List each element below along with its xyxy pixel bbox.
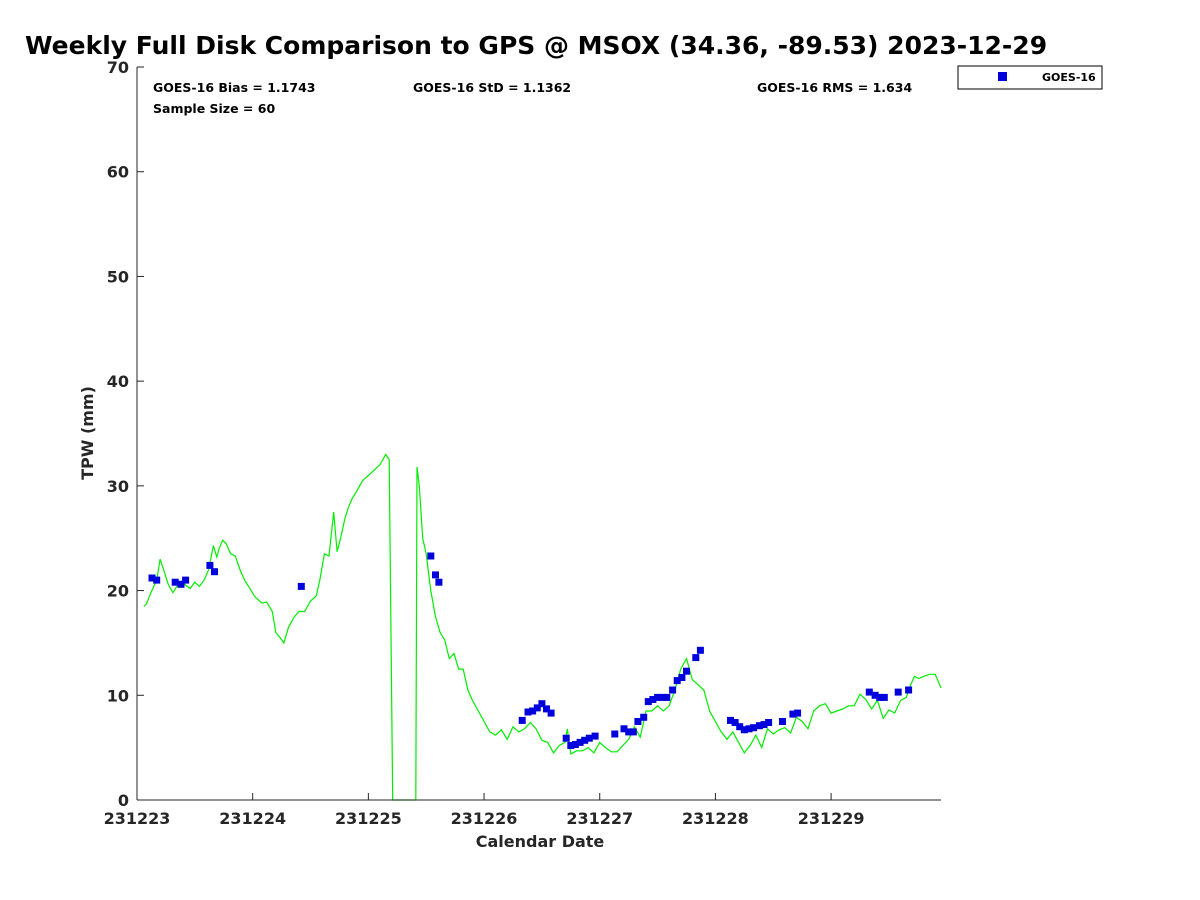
- y-axis: 0 10 20 30 40 50 60 70: [107, 58, 144, 810]
- y-tick-label: 20: [107, 582, 129, 601]
- goes-16-point: [171, 578, 179, 586]
- goes-16-point: [663, 693, 671, 701]
- goes-16-point: [177, 580, 185, 588]
- y-tick-label: 40: [107, 372, 129, 391]
- goes-16-point: [518, 716, 526, 724]
- chart-title: Weekly Full Disk Comparison to GPS @ MSO…: [25, 31, 1047, 60]
- goes-16-point: [789, 710, 797, 718]
- goes-16-point: [760, 721, 768, 729]
- goes-16-point: [876, 693, 884, 701]
- x-tick-label: 231225: [335, 809, 402, 828]
- x-tick-label: 231229: [798, 809, 865, 828]
- legend-label-goes-16: GOES-16: [1042, 71, 1096, 84]
- x-axis-label: Calendar Date: [476, 832, 605, 851]
- goes-16-point: [880, 693, 888, 701]
- goes-16-point: [731, 719, 739, 726]
- goes-16-point: [683, 667, 690, 675]
- goes-16-point: [658, 693, 666, 701]
- sample-size-stat: Sample Size = 60: [153, 101, 275, 116]
- legend: GOES-16: [957, 65, 1103, 90]
- goes-16-point: [755, 722, 763, 730]
- y-tick-label: 30: [107, 477, 129, 496]
- x-tick-label: 231223: [104, 809, 171, 828]
- x-tick-label: 231227: [566, 809, 633, 828]
- goes-16-point: [654, 693, 662, 701]
- x-tick-label: 231228: [682, 809, 749, 828]
- goes-16-point: [153, 576, 161, 584]
- goes-16-point: [182, 576, 190, 584]
- goes-16-point: [591, 732, 599, 740]
- goes-16-point: [529, 707, 537, 715]
- goes-16-point: [692, 654, 700, 662]
- goes-16-points: [148, 552, 913, 749]
- goes-16-point: [644, 698, 652, 706]
- axes-frame: [137, 67, 941, 800]
- std-stat: GOES-16 StD = 1.1362: [413, 80, 571, 95]
- goes-16-point: [571, 741, 579, 748]
- gps-tpw-line: [143, 453, 942, 801]
- goes-16-point: [905, 686, 913, 694]
- goes-16-point: [543, 705, 550, 713]
- goes-16-point: [673, 677, 681, 685]
- goes-16-point: [745, 725, 753, 733]
- goes-16-point: [727, 716, 734, 724]
- goes-16-point: [581, 736, 589, 744]
- y-tick-label: 70: [107, 58, 129, 77]
- goes-16-point: [533, 704, 541, 712]
- goes-16-point: [871, 691, 879, 699]
- goes-16-point: [629, 728, 637, 736]
- goes-16-point: [524, 708, 532, 716]
- x-tick-label: 231226: [451, 809, 518, 828]
- goes-16-point: [640, 713, 648, 721]
- legend-box: [957, 65, 1103, 90]
- legend-marker-goes-16: [998, 72, 1007, 81]
- goes-16-point: [148, 574, 156, 582]
- goes-16-point: [538, 700, 546, 708]
- goes-16-point: [794, 709, 802, 717]
- goes-16-point: [740, 726, 748, 734]
- goes-16-point: [206, 561, 214, 569]
- goes-16-point: [765, 719, 773, 726]
- goes-16-point: [427, 552, 435, 560]
- y-tick-label: 10: [107, 686, 129, 705]
- goes-16-point: [585, 734, 593, 742]
- goes-16-point: [620, 725, 628, 733]
- goes-16-point: [432, 571, 439, 579]
- goes-16-point: [894, 688, 902, 696]
- y-tick-label: 0: [118, 791, 129, 810]
- goes-16-point: [567, 742, 575, 749]
- goes-16-point: [576, 738, 584, 746]
- goes-16-point: [750, 724, 758, 732]
- x-tick-label: 231224: [219, 809, 286, 828]
- goes-16-point: [562, 734, 570, 742]
- goes-16-point: [625, 728, 633, 736]
- goes-16-point: [865, 688, 873, 696]
- y-tick-label: 50: [107, 267, 129, 286]
- goes-16-point: [696, 646, 704, 654]
- y-axis-label: TPW (mm): [78, 386, 97, 480]
- goes-16-point: [611, 730, 619, 738]
- goes-16-point: [736, 723, 744, 731]
- bias-stat: GOES-16 Bias = 1.1743: [153, 80, 315, 95]
- goes-16-point: [435, 578, 443, 586]
- goes-16-point: [211, 568, 218, 576]
- goes-16-point: [634, 718, 642, 725]
- goes-16-point: [678, 674, 686, 681]
- goes-16-point: [547, 709, 555, 717]
- goes-16-point: [779, 718, 786, 725]
- plot-area: [143, 453, 942, 801]
- rms-stat: GOES-16 RMS = 1.634: [757, 80, 912, 95]
- y-tick-label: 60: [107, 163, 129, 182]
- goes-16-point: [669, 686, 677, 694]
- goes-16-point: [649, 696, 657, 703]
- x-axis: 231223 231224 231225 231226 231227 231228 2312…: [104, 793, 941, 828]
- goes-16-point: [297, 582, 305, 590]
